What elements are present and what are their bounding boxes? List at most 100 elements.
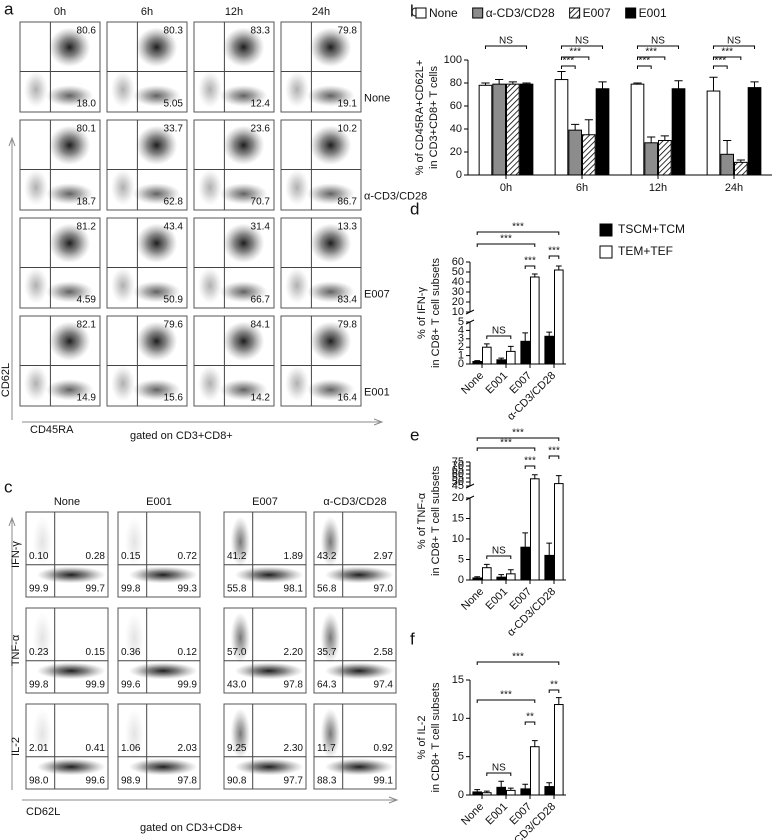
quadrant-value: 23.6: [251, 124, 271, 135]
error-bar: [507, 569, 514, 574]
y-tick-label: 10: [452, 712, 464, 724]
quadrant-value: 0.15: [121, 551, 141, 562]
error-bar: [571, 123, 580, 131]
error-bar: [481, 82, 490, 86]
quadrant-value: 90.8: [227, 776, 247, 787]
cell-population: [320, 516, 341, 568]
error-bar: [508, 81, 517, 85]
cell-population: [324, 566, 394, 584]
axis-break: [465, 319, 475, 325]
significance-label: ***: [524, 256, 536, 267]
significance-label: ***: [645, 47, 657, 58]
cell-population: [128, 566, 198, 584]
significance-label: ***: [638, 56, 650, 67]
y-tick-label: 100: [444, 54, 462, 66]
cell-population: [32, 708, 53, 760]
legend-swatch: [415, 7, 427, 19]
significance-label: **: [526, 712, 534, 723]
cell-population: [36, 758, 106, 776]
error-bar: [474, 789, 481, 792]
quadrant-value: 64.3: [317, 680, 337, 691]
cell-population: [132, 183, 181, 205]
significance-bracket: [548, 455, 560, 459]
axis-break: [465, 309, 475, 315]
x-tick-label: E001: [484, 370, 511, 397]
quadrant-value: 98.1: [284, 584, 304, 595]
cell-population: [24, 267, 48, 304]
y-tick-label: 15: [452, 674, 464, 686]
legend-label: TEM+TEF: [618, 244, 673, 258]
quadrant-value: 97.4: [374, 680, 394, 691]
cell-population: [48, 321, 91, 362]
arrow-head: [388, 796, 399, 804]
y-tick-label: 1: [458, 350, 464, 362]
error-bar: [674, 80, 683, 89]
panel-label: e: [410, 425, 419, 444]
quadrant-value: 57.0: [227, 647, 247, 658]
x-tick-label: None: [459, 801, 486, 828]
x-axis-label: CD62L: [26, 806, 60, 818]
error-bar: [598, 81, 607, 89]
bar: [544, 786, 555, 796]
quadrant-value: 80.6: [77, 26, 97, 37]
bar: [478, 84, 493, 176]
quadrant-value: 2.30: [284, 743, 304, 754]
bar: [519, 83, 534, 176]
cell-population: [230, 516, 251, 568]
significance-label: ***: [512, 652, 524, 663]
cell-population: [198, 71, 222, 108]
column-label: 24h: [312, 6, 330, 18]
significance-label: ***: [714, 56, 726, 67]
quadrant-value: 2.20: [284, 647, 304, 658]
bar: [482, 346, 492, 365]
cell-population: [45, 281, 94, 303]
significance-bracket: [486, 555, 512, 559]
y-tick-label: 20: [452, 492, 464, 504]
cell-population: [222, 125, 265, 165]
x-tick-label: 0h: [500, 182, 512, 194]
quadrant-value: 1.89: [284, 551, 304, 562]
bar: [530, 478, 540, 581]
cell-population: [32, 516, 53, 568]
error-bar: [557, 71, 566, 80]
y-tick-label: 5: [458, 316, 464, 328]
cell-population: [135, 321, 178, 362]
bar: [506, 350, 516, 365]
panel-label: f: [410, 629, 415, 648]
significance-bracket: [484, 45, 528, 49]
cell-population: [234, 758, 304, 776]
cell-population: [111, 365, 135, 402]
legend-swatch: [599, 245, 613, 259]
quadrant-value: 79.8: [338, 26, 358, 37]
quadrant-value: 10.2: [338, 124, 358, 135]
cell-population: [135, 125, 178, 165]
significance-bracket: [476, 661, 560, 665]
cell-population: [285, 365, 309, 402]
quadrant-value: 70.7: [251, 197, 271, 208]
quadrant-value: 98.9: [121, 776, 141, 787]
significance-label: ***: [562, 56, 574, 67]
error-bar: [584, 119, 593, 135]
quadrant-value: 0.12: [178, 647, 198, 658]
quadrant-value: 0.36: [121, 647, 141, 658]
quadrant-value: 14.9: [77, 393, 97, 404]
cell-population: [124, 612, 145, 664]
quadrant-value: 98.0: [29, 776, 49, 787]
cell-population: [111, 267, 135, 304]
quadrant-value: 0.15: [86, 647, 106, 658]
y-axis-label: % of CD45RA+CD62L+: [414, 60, 426, 176]
column-label: 6h: [141, 6, 153, 18]
cell-population: [222, 321, 265, 362]
error-bar: [507, 345, 514, 352]
error-bar: [647, 136, 656, 143]
bar: [554, 704, 564, 796]
quadrant-value: 31.4: [251, 222, 271, 233]
significance-bracket: [712, 56, 742, 60]
y-tick-label: 60: [450, 100, 462, 112]
bar: [520, 340, 531, 365]
y-tick-label: 60: [452, 468, 464, 480]
quadrant-value: 18.0: [77, 99, 97, 110]
x-tick-label: E001: [484, 801, 511, 828]
error-bar: [531, 740, 538, 747]
row-label: E001: [364, 386, 390, 398]
